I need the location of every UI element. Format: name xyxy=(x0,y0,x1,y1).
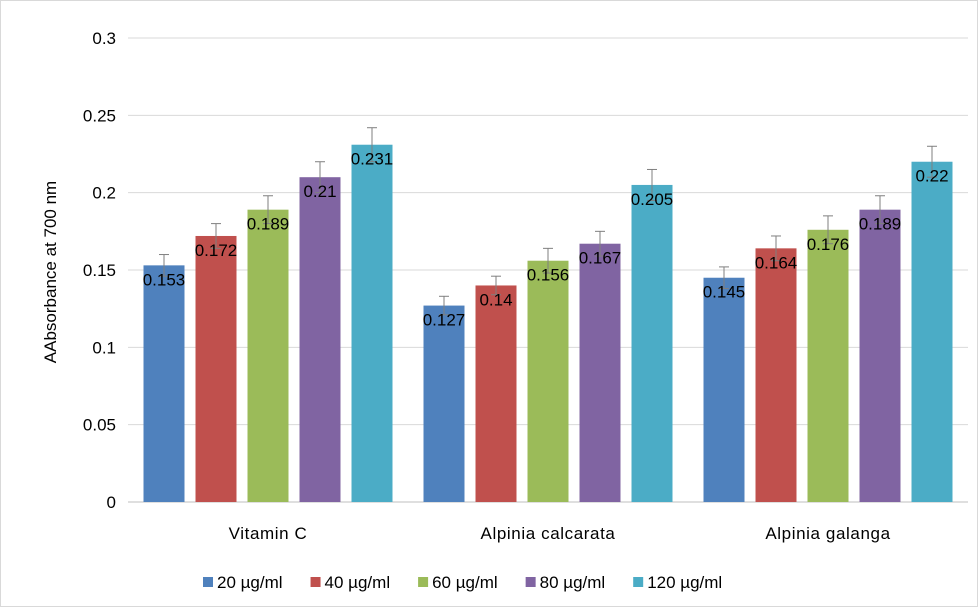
bar xyxy=(351,144,393,502)
data-label: 0.167 xyxy=(579,249,622,268)
data-labels: 0.153 0.172 0.189 0.21 0.231 0.127 0.14 0.156 0.… xyxy=(143,150,949,330)
data-label: 0.164 xyxy=(755,253,798,272)
data-label: 0.176 xyxy=(807,235,850,254)
bar xyxy=(247,209,289,502)
data-label: 0.172 xyxy=(195,241,238,260)
bar xyxy=(755,248,797,502)
bar xyxy=(911,161,953,502)
bar xyxy=(143,265,185,502)
bars xyxy=(143,144,953,502)
legend-swatch xyxy=(633,577,644,587)
legend-label: 40 µg/ml xyxy=(325,573,391,592)
y-tick-label: 0.25 xyxy=(83,106,116,125)
bar xyxy=(859,209,901,502)
data-label: 0.14 xyxy=(479,290,512,309)
bar xyxy=(195,235,237,502)
x-tick-label: Alpinia galanga xyxy=(765,524,890,543)
bar xyxy=(527,260,569,502)
legend: 20 µg/ml 40 µg/ml 60 µg/ml 80 µg/ml 120 µg/m… xyxy=(203,573,722,592)
legend-label: 80 µg/ml xyxy=(540,573,606,592)
y-tick-label: 0.05 xyxy=(83,416,116,435)
legend-swatch xyxy=(525,577,536,587)
bar xyxy=(475,285,517,502)
legend-swatch xyxy=(310,577,321,587)
data-label: 0.21 xyxy=(303,182,336,201)
data-label: 0.22 xyxy=(915,167,948,186)
bar xyxy=(703,277,745,502)
legend-swatch xyxy=(418,577,429,587)
legend-label: 120 µg/ml xyxy=(647,573,722,592)
data-label: 0.156 xyxy=(527,266,570,285)
y-tick-label: 0.15 xyxy=(83,261,116,280)
x-axis-categories: Vitamin C Alpinia calcarata Alpinia galang… xyxy=(229,524,890,543)
legend-label: 60 µg/ml xyxy=(432,573,498,592)
y-tick-label: 0 xyxy=(107,493,116,512)
data-label: 0.231 xyxy=(351,150,394,169)
data-label: 0.145 xyxy=(703,283,746,302)
y-axis-title: AAbsorbance at 700 nm xyxy=(41,181,60,363)
bar xyxy=(579,243,621,502)
y-axis-ticks: 0 0.05 0.1 0.15 0.2 0.25 0.3 xyxy=(83,29,116,512)
y-tick-label: 0.1 xyxy=(92,338,116,357)
data-label: 0.127 xyxy=(423,311,466,330)
bar xyxy=(299,177,341,502)
bar xyxy=(631,184,673,502)
data-label: 0.205 xyxy=(631,190,674,209)
legend-label: 20 µg/ml xyxy=(217,573,283,592)
data-label: 0.153 xyxy=(143,270,186,289)
legend-swatch xyxy=(203,577,213,587)
bar xyxy=(423,305,465,502)
x-tick-label: Vitamin C xyxy=(229,524,308,543)
x-tick-label: Alpinia calcarata xyxy=(481,524,616,543)
y-tick-label: 0.2 xyxy=(92,184,116,203)
data-label: 0.189 xyxy=(247,215,290,234)
error-bars xyxy=(159,127,937,316)
y-tick-label: 0.3 xyxy=(92,29,116,48)
data-label: 0.189 xyxy=(859,215,902,234)
bar xyxy=(807,229,849,502)
